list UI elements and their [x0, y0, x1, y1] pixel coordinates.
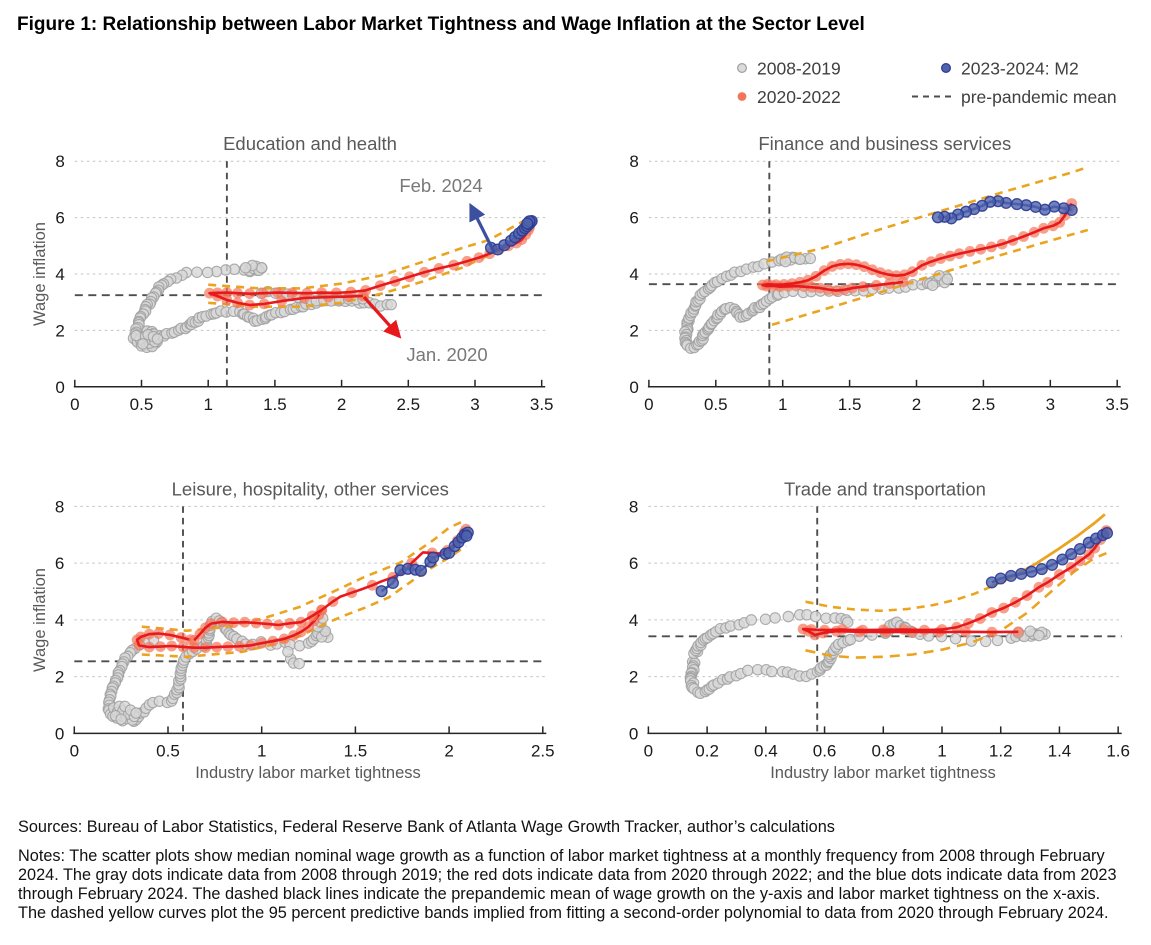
svg-text:pre-pandemic mean: pre-pandemic mean [961, 87, 1117, 107]
svg-text:4: 4 [55, 265, 64, 284]
svg-text:8: 8 [55, 497, 64, 516]
svg-text:2: 2 [912, 395, 921, 414]
svg-text:Feb. 2024: Feb. 2024 [399, 175, 482, 196]
svg-text:6: 6 [629, 554, 638, 573]
svg-text:0.6: 0.6 [813, 741, 837, 760]
svg-text:3.5: 3.5 [1105, 395, 1129, 414]
svg-text:0: 0 [55, 378, 64, 397]
svg-text:0: 0 [629, 724, 638, 743]
svg-text:8: 8 [629, 497, 638, 516]
svg-text:Jan. 2020: Jan. 2020 [406, 344, 487, 365]
svg-text:0.5: 0.5 [704, 395, 728, 414]
svg-text:2: 2 [629, 668, 638, 687]
svg-text:2008-2019: 2008-2019 [757, 59, 841, 79]
svg-text:1.6: 1.6 [1106, 741, 1130, 760]
svg-text:6: 6 [629, 209, 638, 228]
svg-text:0: 0 [70, 395, 79, 414]
svg-text:2: 2 [337, 395, 346, 414]
svg-text:Trade and transportation: Trade and transportation [784, 478, 986, 499]
svg-text:3: 3 [1046, 395, 1055, 414]
svg-text:4: 4 [55, 611, 64, 630]
svg-text:1: 1 [257, 741, 266, 760]
svg-text:0: 0 [629, 378, 638, 397]
svg-text:6: 6 [55, 209, 64, 228]
svg-text:2020-2022: 2020-2022 [757, 87, 841, 107]
svg-text:0.5: 0.5 [130, 395, 154, 414]
svg-text:0.5: 0.5 [156, 741, 180, 760]
svg-text:2023-2024: M2: 2023-2024: M2 [961, 59, 1079, 79]
svg-text:0.4: 0.4 [754, 741, 778, 760]
svg-text:Wage inflation: Wage inflation [31, 568, 49, 672]
svg-text:Industry labor market tightnes: Industry labor market tightness [770, 764, 996, 782]
svg-text:1: 1 [203, 395, 212, 414]
svg-text:8: 8 [629, 152, 638, 171]
svg-text:Finance and business services: Finance and business services [758, 133, 1011, 154]
svg-text:Leisure, hospitality, other se: Leisure, hospitality, other services [172, 478, 449, 499]
svg-text:1.2: 1.2 [989, 741, 1013, 760]
svg-text:1: 1 [778, 395, 787, 414]
svg-text:3.5: 3.5 [530, 395, 554, 414]
svg-text:Industry labor market tightnes: Industry labor market tightness [195, 764, 421, 782]
svg-text:2.5: 2.5 [396, 395, 420, 414]
svg-text:4: 4 [629, 611, 638, 630]
svg-text:1: 1 [937, 741, 946, 760]
svg-text:0.2: 0.2 [695, 741, 719, 760]
svg-text:0: 0 [70, 741, 79, 760]
svg-text:4: 4 [629, 265, 638, 284]
svg-text:2.5: 2.5 [972, 395, 996, 414]
svg-text:2: 2 [444, 741, 453, 760]
svg-text:1.5: 1.5 [263, 395, 287, 414]
svg-text:2: 2 [55, 668, 64, 687]
svg-text:0.8: 0.8 [871, 741, 895, 760]
svg-text:1.5: 1.5 [838, 395, 862, 414]
svg-text:Wage inflation: Wage inflation [31, 222, 49, 326]
svg-text:1.5: 1.5 [344, 741, 368, 760]
svg-text:2.5: 2.5 [531, 741, 555, 760]
svg-text:3: 3 [470, 395, 479, 414]
svg-text:Education and health: Education and health [223, 133, 397, 154]
svg-text:0: 0 [55, 724, 64, 743]
svg-text:2: 2 [55, 321, 64, 340]
svg-text:0: 0 [644, 395, 653, 414]
svg-text:6: 6 [55, 554, 64, 573]
svg-text:8: 8 [55, 152, 64, 171]
svg-text:1.4: 1.4 [1048, 741, 1072, 760]
svg-text:2: 2 [629, 321, 638, 340]
svg-text:0: 0 [644, 741, 653, 760]
